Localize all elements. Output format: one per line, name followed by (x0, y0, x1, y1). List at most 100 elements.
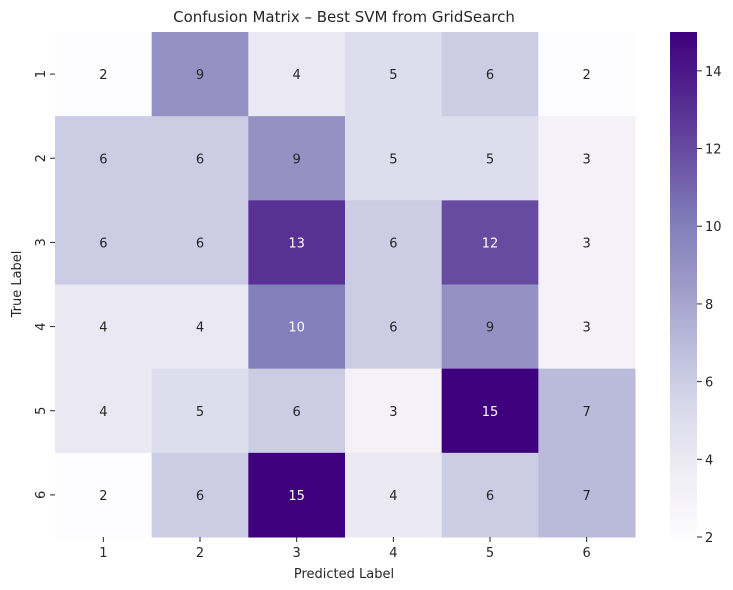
cell-value: 13 (288, 236, 305, 251)
heatmap-cell (538, 32, 636, 117)
cell-value: 2 (99, 489, 107, 504)
heatmap-cell (248, 200, 346, 285)
y-axis-label: True Label (10, 251, 25, 319)
heatmap-cell (345, 284, 443, 370)
cell-value: 6 (99, 236, 107, 251)
y-tick-label: 4 (34, 322, 49, 330)
x-axis-label: Predicted Label (294, 567, 394, 582)
cell-value: 15 (288, 489, 305, 504)
cell-value: 6 (196, 236, 204, 251)
cell-value: 15 (482, 405, 499, 420)
cell-value: 6 (389, 321, 397, 336)
colorbar-tick-label: 4 (705, 453, 713, 468)
cell-value: 6 (486, 489, 494, 504)
cell-value: 9 (293, 152, 301, 167)
y-tick-label: 1 (34, 70, 49, 78)
colorbar-tick-label: 14 (705, 65, 722, 80)
heatmap-cell (248, 32, 346, 117)
heatmap-cell (441, 452, 539, 538)
heatmap-cell (441, 200, 539, 285)
heatmap-cell (55, 368, 153, 454)
x-tick-label: 5 (486, 546, 494, 561)
cell-value: 2 (583, 68, 591, 83)
cell-value: 3 (583, 321, 591, 336)
heatmap-cell (441, 368, 539, 454)
cell-value: 5 (196, 405, 204, 420)
cell-value: 7 (583, 405, 591, 420)
y-tick-label: 2 (34, 154, 49, 162)
cell-annotations: 2 9 4 5 6 26 6 9 5 5 36 6 13 6 12 34 4 10 6 9 34 5 6 3 15 72 6 15 4 6… (99, 68, 591, 504)
heatmap-cell (55, 452, 153, 538)
cell-value: 9 (196, 68, 204, 83)
cell-value: 4 (196, 321, 204, 336)
y-tick-label: 5 (34, 407, 49, 415)
cell-value: 3 (583, 152, 591, 167)
heatmap-cell (538, 284, 636, 370)
y-tick-label: 3 (34, 238, 49, 246)
cell-value: 7 (583, 489, 591, 504)
x-tick-label: 2 (196, 546, 204, 561)
heatmap-cells (55, 32, 636, 538)
colorbar-ticks: 2 4 6 8 10 12 14 (697, 65, 722, 546)
heatmap-cell (151, 116, 249, 201)
heatmap-cell (55, 284, 153, 370)
heatmap-cell (345, 452, 443, 538)
cell-value: 5 (389, 152, 397, 167)
chart-title: Confusion Matrix – Best SVM from GridSea… (173, 8, 515, 26)
cell-value: 3 (389, 405, 397, 420)
colorbar-tick-label: 2 (705, 531, 713, 546)
cell-value: 6 (389, 236, 397, 251)
heatmap-cell (538, 368, 636, 454)
cell-value: 12 (482, 236, 499, 251)
heatmap-cell (248, 116, 346, 201)
cell-value: 9 (486, 321, 494, 336)
heatmap-cell (248, 368, 346, 454)
cell-value: 5 (486, 152, 494, 167)
cell-value: 5 (389, 68, 397, 83)
cell-value: 4 (99, 321, 107, 336)
x-axis-ticks: 1 2 3 4 5 6 (99, 537, 591, 561)
cell-value: 10 (288, 321, 305, 336)
cell-value: 6 (293, 405, 301, 420)
heatmap-cell (248, 284, 346, 370)
heatmap-cell (441, 32, 539, 117)
x-tick-label: 1 (99, 546, 107, 561)
colorbar-tick-label: 8 (705, 298, 713, 313)
heatmap-cell (538, 116, 636, 201)
cell-value: 4 (293, 68, 301, 83)
colorbar-tick-label: 10 (705, 220, 722, 235)
colorbar (670, 32, 697, 537)
colorbar-tick-label: 6 (705, 376, 713, 391)
cell-value: 6 (196, 152, 204, 167)
heatmap-cell (151, 284, 249, 370)
heatmap-cell (441, 284, 539, 370)
x-tick-label: 3 (293, 546, 301, 561)
heatmap-cell (345, 200, 443, 285)
heatmap-cell (151, 200, 249, 285)
x-tick-label: 6 (583, 546, 591, 561)
heatmap-cell (151, 32, 249, 117)
cell-value: 4 (99, 405, 107, 420)
heatmap-cell (248, 452, 346, 538)
cell-value: 4 (389, 489, 397, 504)
y-tick-label: 6 (34, 491, 49, 499)
heatmap-cell (345, 32, 443, 117)
y-axis-ticks: 1 2 3 4 5 6 (34, 70, 55, 499)
heatmap-cell (345, 368, 443, 454)
heatmap-cell (441, 116, 539, 201)
cell-value: 6 (486, 68, 494, 83)
heatmap-cell (151, 368, 249, 454)
heatmap-cell (538, 200, 636, 285)
cell-value: 3 (583, 236, 591, 251)
heatmap-cell (538, 452, 636, 538)
cell-value: 6 (99, 152, 107, 167)
heatmap-cell (55, 116, 153, 201)
colorbar-tick-label: 12 (705, 143, 722, 158)
heatmap-cell (55, 200, 153, 285)
cell-value: 2 (99, 68, 107, 83)
cell-value: 6 (196, 489, 204, 504)
x-tick-label: 4 (389, 546, 397, 561)
heatmap-cell (151, 452, 249, 538)
heatmap-cell (55, 32, 153, 117)
